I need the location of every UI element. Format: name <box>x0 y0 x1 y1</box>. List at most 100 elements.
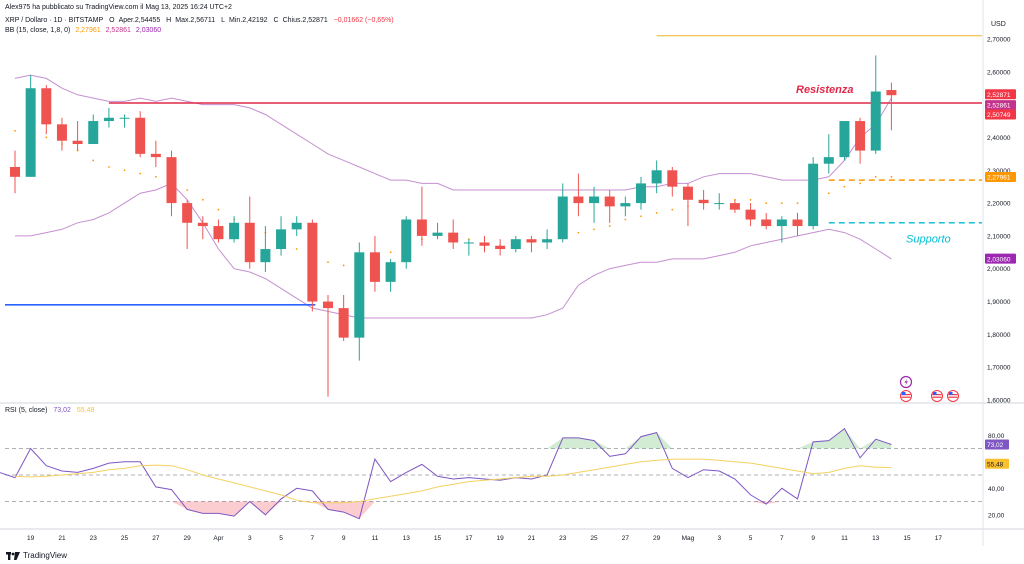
bullish-candle[interactable] <box>620 196 631 217</box>
bullish-candle[interactable] <box>589 186 600 223</box>
symbol-title[interactable]: XRP / Dollaro · 1D · BITSTAMP <box>5 17 104 24</box>
bullish-candle[interactable] <box>808 157 819 230</box>
candle-body <box>698 199 709 204</box>
time-tick-label: 13 <box>403 535 411 542</box>
bullish-candle[interactable] <box>636 176 646 210</box>
bullish-candle[interactable] <box>432 222 443 240</box>
bearish-candle[interactable] <box>479 235 490 253</box>
bearish-candle[interactable] <box>729 199 740 213</box>
bearish-candle[interactable] <box>526 235 537 253</box>
rsi-tick-label: 80,00 <box>988 433 1005 440</box>
bullish-candle[interactable] <box>291 216 302 236</box>
candle-body <box>823 157 834 164</box>
open-label: O <box>109 17 115 24</box>
bearish-candle[interactable] <box>10 150 20 194</box>
bullish-candle[interactable] <box>542 229 553 250</box>
bearish-candle[interactable] <box>338 294 349 341</box>
low-value: Min.2,42192 <box>229 17 268 24</box>
us-flag-icon[interactable] <box>931 390 943 402</box>
bb-basis-dot <box>295 248 298 250</box>
bearish-candle[interactable] <box>698 189 709 210</box>
candle-body <box>808 163 819 227</box>
bearish-candle[interactable] <box>604 189 615 223</box>
lightning-icon[interactable] <box>899 375 913 389</box>
low-label: L <box>221 17 226 24</box>
bearish-candle[interactable] <box>41 84 52 135</box>
bearish-candle[interactable] <box>72 121 83 151</box>
time-tick-label: 3 <box>717 535 721 542</box>
time-tick-label: Mag <box>682 535 695 542</box>
bearish-candle[interactable] <box>448 219 459 250</box>
time-tick-label: 5 <box>749 535 753 542</box>
bb-basis-dot <box>593 228 595 231</box>
bb-basis-dot <box>874 175 877 178</box>
candle-body <box>463 242 474 244</box>
candle-body <box>56 124 67 141</box>
bullish-candle[interactable] <box>260 226 271 273</box>
price-tick-label: 1,60000 <box>987 398 1011 405</box>
bullish-candle[interactable] <box>776 216 787 243</box>
bullish-candle[interactable] <box>823 134 834 174</box>
bearish-candle[interactable] <box>369 235 380 292</box>
bearish-candle[interactable] <box>792 212 803 236</box>
bullish-candle[interactable] <box>401 216 412 269</box>
bearish-candle[interactable] <box>166 150 177 217</box>
bearish-candle[interactable] <box>244 196 255 269</box>
publisher-line: Alex975 ha pubblicato su TradingView.com… <box>5 4 236 11</box>
bearish-candle[interactable] <box>761 212 772 230</box>
candle-body <box>416 219 427 236</box>
symbol-line: XRP / Dollaro · 1D · BITSTAMP O Aper.2,54… <box>5 17 398 24</box>
bearish-candle[interactable] <box>182 199 193 250</box>
bullish-candle[interactable] <box>88 114 99 145</box>
price-tick-label: 2,30000 <box>987 168 1011 175</box>
bullish-candle[interactable] <box>385 258 396 292</box>
bullish-candle[interactable] <box>839 121 850 161</box>
bearish-candle[interactable] <box>135 111 146 158</box>
bearish-candle[interactable] <box>573 173 584 217</box>
bearish-candle[interactable] <box>323 294 333 397</box>
candle-body <box>103 117 114 122</box>
bb-basis-dot <box>655 212 658 214</box>
candle-body <box>620 203 631 207</box>
bearish-candle[interactable] <box>213 219 224 243</box>
time-tick-label: 13 <box>872 535 880 542</box>
bullish-candle[interactable] <box>354 242 365 361</box>
bullish-candle[interactable] <box>119 114 130 128</box>
bullish-candle[interactable] <box>557 183 568 243</box>
change-value: −0,01662 (−0,65%) <box>333 17 394 24</box>
bullish-candle[interactable] <box>229 216 240 243</box>
bullish-candle[interactable] <box>870 55 881 154</box>
time-tick-label: 9 <box>811 535 815 542</box>
bullish-candle[interactable] <box>714 193 725 210</box>
bb-indicator-label[interactable]: BB (15, close, 1,8, 0) <box>5 27 71 34</box>
bearish-candle[interactable] <box>682 183 693 227</box>
bearish-candle[interactable] <box>855 117 866 164</box>
bullish-candle[interactable] <box>510 235 521 253</box>
bearish-candle[interactable] <box>56 117 67 151</box>
us-flag-icon[interactable] <box>947 390 959 402</box>
bearish-candle[interactable] <box>416 186 427 246</box>
bullish-candle[interactable] <box>651 160 662 194</box>
bearish-candle[interactable] <box>150 140 161 167</box>
bearish-candle[interactable] <box>307 219 318 312</box>
bullish-candle[interactable] <box>463 239 474 256</box>
bearish-candle[interactable] <box>495 239 506 256</box>
bearish-candle[interactable] <box>197 216 208 240</box>
candle-body <box>72 140 83 145</box>
bearish-candle[interactable] <box>745 203 756 227</box>
rsi-badge-bg <box>985 458 1009 469</box>
bearish-candle[interactable] <box>667 166 678 197</box>
high-label: H <box>166 17 172 24</box>
publisher-text: Alex975 ha pubblicato su TradingView.com… <box>5 4 232 11</box>
bearish-candle[interactable] <box>886 82 897 131</box>
bb-basis-dot <box>624 218 627 221</box>
bullish-candle[interactable] <box>103 107 114 128</box>
us-flag-icon[interactable] <box>900 390 912 402</box>
bullish-candle[interactable] <box>276 216 287 256</box>
bullish-candle[interactable] <box>25 75 36 177</box>
time-tick-label: 23 <box>559 535 567 542</box>
rsi-label[interactable]: RSI (5, close) <box>5 407 48 414</box>
bb-basis-dot <box>342 264 345 267</box>
tradingview-brand[interactable]: TradingView <box>6 551 67 560</box>
